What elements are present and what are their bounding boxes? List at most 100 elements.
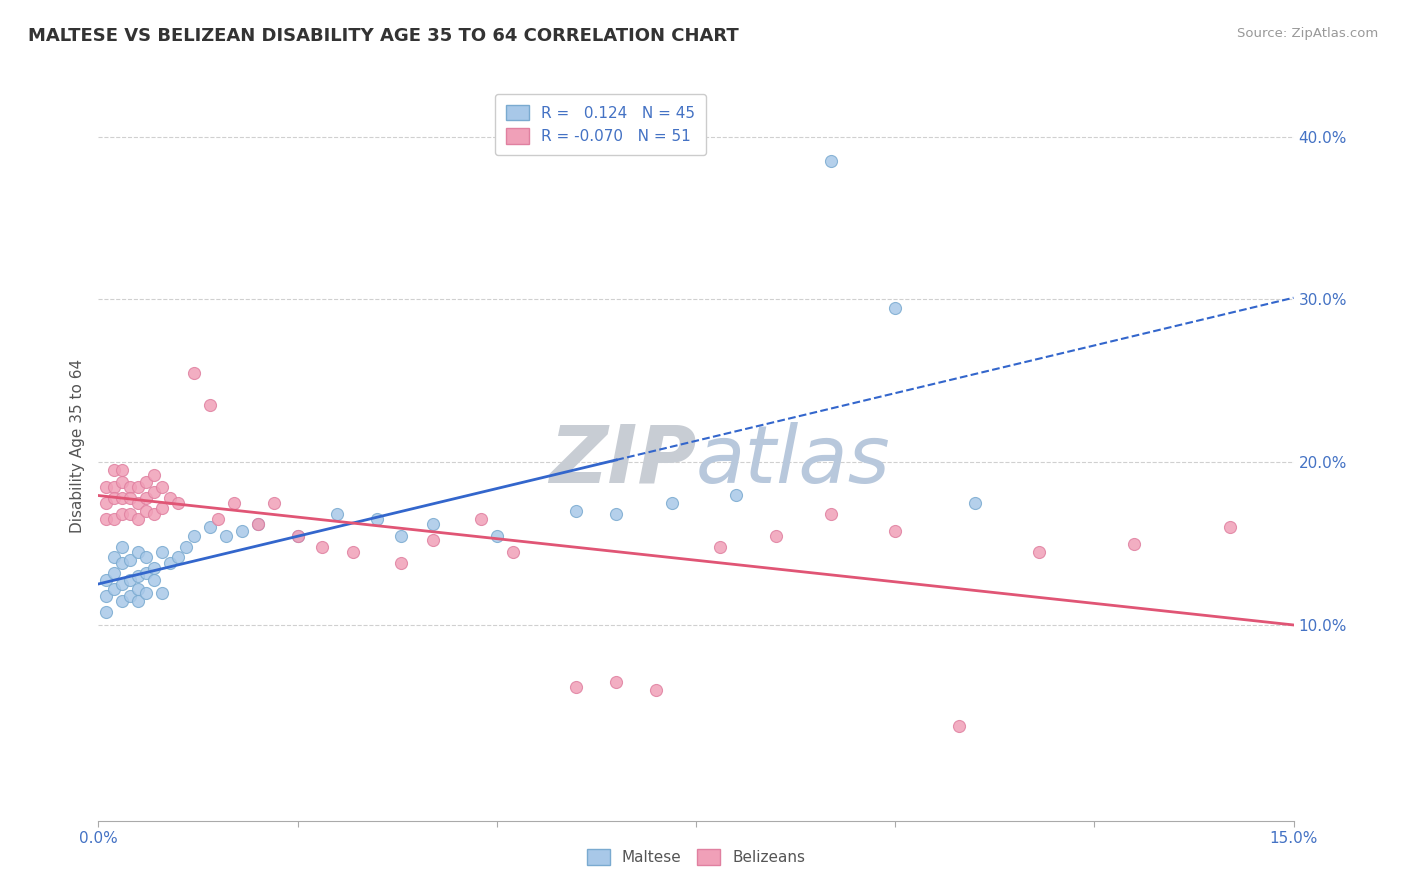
Point bbox=[1219, 520, 1241, 534]
Point bbox=[103, 463, 125, 477]
Point bbox=[111, 556, 134, 570]
Point bbox=[96, 589, 118, 603]
Point bbox=[389, 556, 412, 570]
Point bbox=[103, 491, 125, 505]
Point bbox=[96, 605, 118, 619]
Point bbox=[963, 496, 986, 510]
Point bbox=[120, 508, 142, 522]
Point bbox=[167, 496, 190, 510]
Point bbox=[1123, 537, 1146, 551]
Point bbox=[215, 528, 238, 542]
Point bbox=[422, 517, 444, 532]
Point bbox=[1028, 545, 1050, 559]
Point bbox=[111, 577, 134, 591]
Point bbox=[127, 593, 149, 607]
Point bbox=[422, 533, 444, 548]
Point bbox=[96, 496, 118, 510]
Point bbox=[135, 566, 157, 580]
Point bbox=[127, 496, 149, 510]
Point bbox=[103, 582, 125, 597]
Point bbox=[709, 540, 731, 554]
Point bbox=[150, 480, 173, 494]
Point bbox=[96, 512, 118, 526]
Point bbox=[120, 553, 142, 567]
Point bbox=[884, 301, 907, 315]
Point bbox=[645, 683, 668, 698]
Point bbox=[120, 589, 142, 603]
Point bbox=[605, 508, 627, 522]
Point bbox=[127, 545, 149, 559]
Point bbox=[884, 524, 907, 538]
Point bbox=[326, 508, 349, 522]
Text: Source: ZipAtlas.com: Source: ZipAtlas.com bbox=[1237, 27, 1378, 40]
Point bbox=[183, 366, 205, 380]
Point bbox=[103, 566, 125, 580]
Point bbox=[605, 675, 627, 690]
Point bbox=[948, 719, 970, 733]
Point bbox=[159, 556, 181, 570]
Point bbox=[470, 512, 492, 526]
Point bbox=[135, 475, 157, 489]
Point bbox=[111, 593, 134, 607]
Point bbox=[127, 480, 149, 494]
Point bbox=[366, 512, 388, 526]
Point bbox=[111, 491, 134, 505]
Point bbox=[246, 517, 269, 532]
Point bbox=[198, 398, 221, 412]
Text: atlas: atlas bbox=[696, 422, 891, 500]
Point bbox=[159, 491, 181, 505]
Point bbox=[311, 540, 333, 554]
Point bbox=[135, 549, 157, 564]
Point bbox=[135, 504, 157, 518]
Point bbox=[111, 540, 134, 554]
Point bbox=[565, 504, 588, 518]
Text: ZIP: ZIP bbox=[548, 422, 696, 500]
Point bbox=[103, 512, 125, 526]
Point bbox=[207, 512, 229, 526]
Point bbox=[120, 573, 142, 587]
Point bbox=[661, 496, 683, 510]
Point bbox=[287, 528, 309, 542]
Point bbox=[287, 528, 309, 542]
Point bbox=[150, 500, 173, 515]
Point bbox=[150, 585, 173, 599]
Point bbox=[820, 153, 842, 168]
Point bbox=[127, 512, 149, 526]
Point bbox=[183, 528, 205, 542]
Point bbox=[143, 573, 166, 587]
Point bbox=[111, 475, 134, 489]
Point bbox=[150, 545, 173, 559]
Point bbox=[174, 540, 197, 554]
Point bbox=[103, 549, 125, 564]
Point bbox=[502, 545, 524, 559]
Point bbox=[765, 528, 787, 542]
Point bbox=[127, 582, 149, 597]
Point bbox=[111, 463, 134, 477]
Point bbox=[120, 491, 142, 505]
Point bbox=[198, 520, 221, 534]
Point bbox=[342, 545, 364, 559]
Point bbox=[135, 585, 157, 599]
Point bbox=[167, 549, 190, 564]
Point bbox=[127, 569, 149, 583]
Point bbox=[96, 480, 118, 494]
Point bbox=[565, 680, 588, 694]
Point bbox=[222, 496, 245, 510]
Point bbox=[724, 488, 747, 502]
Point bbox=[263, 496, 285, 510]
Point bbox=[135, 491, 157, 505]
Point bbox=[820, 508, 842, 522]
Point bbox=[485, 528, 508, 542]
Y-axis label: Disability Age 35 to 64: Disability Age 35 to 64 bbox=[69, 359, 84, 533]
Point bbox=[231, 524, 253, 538]
Point bbox=[143, 484, 166, 499]
Point bbox=[103, 480, 125, 494]
Text: MALTESE VS BELIZEAN DISABILITY AGE 35 TO 64 CORRELATION CHART: MALTESE VS BELIZEAN DISABILITY AGE 35 TO… bbox=[28, 27, 740, 45]
Legend: Maltese, Belizeans: Maltese, Belizeans bbox=[579, 842, 813, 873]
Point bbox=[246, 517, 269, 532]
Point bbox=[143, 508, 166, 522]
Point bbox=[120, 480, 142, 494]
Point bbox=[111, 508, 134, 522]
Point bbox=[143, 561, 166, 575]
Point bbox=[96, 573, 118, 587]
